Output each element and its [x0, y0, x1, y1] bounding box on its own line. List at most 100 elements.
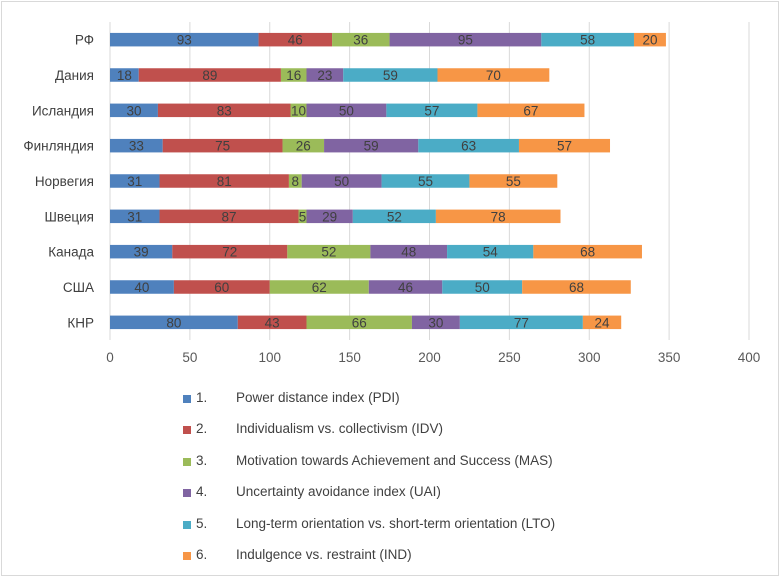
bar-segment	[157, 103, 291, 118]
legend-swatch	[183, 520, 191, 529]
data-label: 31	[127, 174, 142, 189]
bar-segment	[381, 174, 470, 188]
bar-segment	[280, 68, 307, 82]
data-label: 30	[428, 315, 443, 330]
data-label: 26	[296, 139, 311, 154]
data-label: 23	[317, 68, 332, 83]
data-label: 89	[202, 68, 217, 83]
legend-item: 1. Power distance index (PDI)	[183, 388, 743, 419]
bar-segment	[298, 209, 307, 224]
bar-segment	[173, 280, 270, 294]
data-label: 10	[291, 103, 306, 118]
bar-segment	[110, 103, 158, 118]
data-label: 80	[166, 315, 181, 330]
data-label: 54	[483, 245, 499, 260]
legend-number: 1.	[196, 390, 208, 405]
bar-segment	[138, 68, 281, 82]
bar-segment	[541, 32, 634, 47]
bar-segment	[582, 315, 622, 330]
data-label: 46	[398, 280, 413, 295]
legend-swatch	[183, 551, 191, 560]
bar-segment	[288, 174, 302, 188]
data-label: 57	[424, 103, 439, 118]
bar-segment	[368, 280, 443, 294]
bar-segment	[411, 315, 460, 330]
bar-segment	[159, 174, 289, 188]
category-label: Дания	[55, 68, 94, 83]
data-label: 39	[134, 245, 149, 260]
chart-legend: 1. Power distance index (PDI) 2. Individual…	[183, 388, 743, 576]
legend-label: Indulgence vs. restraint (IND)	[236, 546, 412, 562]
data-label: 81	[217, 174, 232, 189]
bar-segment	[159, 209, 299, 224]
category-label: США	[63, 280, 94, 295]
x-tick-label: 400	[738, 350, 761, 365]
data-label: 8	[292, 174, 300, 189]
data-label: 70	[486, 68, 501, 83]
data-label: 16	[286, 68, 301, 83]
bar-segment	[633, 32, 666, 47]
legend-number: 2.	[196, 421, 208, 437]
x-tick-label: 100	[258, 350, 281, 365]
data-label: 93	[177, 33, 192, 48]
data-label: 63	[461, 139, 476, 154]
data-label: 20	[642, 33, 657, 48]
bar-segment	[306, 209, 353, 224]
legend-swatch	[183, 489, 191, 498]
data-label: 67	[523, 103, 538, 118]
x-tick-label: 350	[658, 350, 681, 365]
bar-segment	[332, 32, 390, 47]
bar-segment	[110, 32, 259, 47]
bar-segment	[518, 138, 611, 153]
bar-segment	[282, 138, 325, 153]
data-label: 68	[569, 280, 584, 295]
bar-segment	[442, 280, 523, 294]
data-label: 43	[265, 315, 280, 330]
bar-segment	[459, 315, 583, 330]
data-label: 55	[506, 174, 521, 189]
bar-segment	[110, 209, 160, 224]
bar-segment	[477, 103, 585, 118]
data-label: 87	[221, 209, 236, 224]
bar-segment	[437, 68, 550, 82]
category-label: Норвегия	[35, 174, 94, 189]
legend-item: 2. Individualism vs. collectivism (IDV)	[183, 419, 743, 450]
bar-segment	[418, 138, 519, 153]
x-tick-label: 250	[498, 350, 521, 365]
bar-segment	[306, 103, 387, 118]
data-label: 77	[514, 315, 529, 330]
data-label: 60	[214, 280, 229, 295]
legend-number: 4.	[196, 484, 208, 500]
legend-number: 5.	[196, 515, 208, 531]
x-tick-label: 150	[338, 350, 361, 365]
data-label: 78	[491, 209, 506, 224]
data-label: 72	[222, 245, 237, 260]
bar-segment	[110, 68, 139, 82]
bar-segment	[237, 315, 307, 330]
bar-segment	[110, 280, 174, 294]
data-label: 31	[127, 209, 142, 224]
category-label: КНР	[67, 315, 94, 330]
legend-number: 3.	[196, 452, 208, 468]
legend-item: 6. Indulgence vs. restraint (IND)	[183, 545, 743, 576]
category-label: Канада	[48, 245, 94, 260]
category-label: Исландия	[32, 103, 94, 118]
bar-segment	[469, 174, 558, 188]
legend-swatch	[183, 426, 191, 435]
bar-segment	[389, 32, 542, 47]
bar-segment	[258, 32, 333, 47]
data-label: 58	[580, 33, 595, 48]
bar-segment	[306, 68, 344, 82]
bar-segment	[343, 68, 438, 82]
category-label: Финляндия	[23, 139, 94, 154]
data-label: 18	[117, 68, 132, 83]
data-label: 33	[129, 139, 144, 154]
data-label: 40	[134, 280, 149, 295]
category-label: РФ	[75, 33, 94, 48]
legend-label: Power distance index (PDI)	[236, 390, 400, 405]
data-label: 66	[352, 315, 367, 330]
legend-item: 3. Motivation towards Achievement and Suc…	[183, 451, 743, 482]
bar-segment	[533, 244, 642, 259]
data-label: 52	[321, 245, 336, 260]
